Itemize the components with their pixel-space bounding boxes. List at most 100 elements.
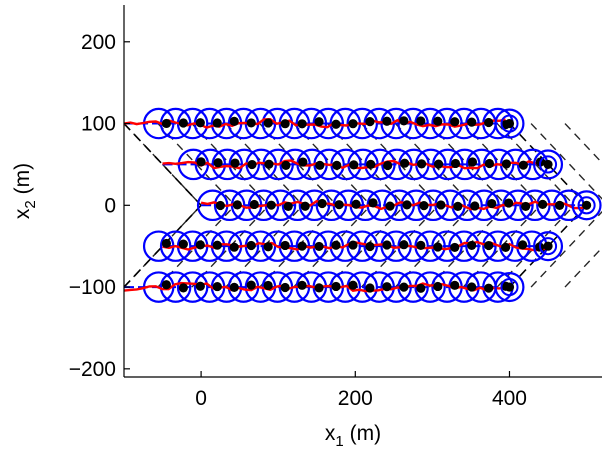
agent-dot <box>368 198 378 208</box>
agent-dot <box>349 160 359 170</box>
end-marker-outer <box>571 190 602 221</box>
agent-dot <box>297 241 307 251</box>
x-tick-label: 400 <box>492 387 527 410</box>
agent-dot <box>450 158 461 169</box>
safety-circle <box>262 148 294 181</box>
agent-dot <box>229 116 239 126</box>
formation-row <box>196 189 602 222</box>
agent-dot <box>331 119 341 129</box>
safety-circle <box>159 271 192 303</box>
agent-dot <box>317 198 327 209</box>
formation-row <box>123 107 525 140</box>
safety-circle <box>431 107 463 140</box>
agent-dot <box>382 240 392 250</box>
agent-dot <box>517 240 528 250</box>
x-axis-label-base: x <box>325 422 336 445</box>
agent-dot <box>215 200 225 211</box>
agent-dot <box>400 158 410 168</box>
agent-dot <box>195 281 205 291</box>
safety-circle <box>465 230 497 262</box>
agent-dot <box>314 241 324 252</box>
safety-circle <box>159 230 192 262</box>
agent-dot <box>467 157 478 167</box>
agent-dot <box>161 238 172 249</box>
safety-circle <box>329 230 362 262</box>
end-marker-inner <box>577 196 596 215</box>
agent-dot <box>399 240 409 250</box>
end-marker-dot <box>543 159 553 170</box>
end-marker-dot <box>504 118 515 129</box>
agent-dot <box>178 118 188 128</box>
agent-dot <box>212 281 222 292</box>
agent-dot <box>232 200 242 210</box>
agent-dot <box>348 240 358 250</box>
agent-dot <box>212 240 222 250</box>
y-tick-label: 200 <box>81 31 116 54</box>
agent-dot <box>229 282 239 292</box>
agent-dot <box>433 242 443 252</box>
safety-circle <box>397 107 429 140</box>
safety-circle <box>227 230 260 262</box>
agent-dot <box>538 199 548 209</box>
agent-dot <box>315 160 325 170</box>
agent-dot <box>402 200 412 210</box>
agent-dot <box>501 242 511 252</box>
agent-dot <box>161 118 172 129</box>
agent-dot <box>467 240 477 251</box>
agent-dot <box>280 240 290 251</box>
agent-dot <box>383 160 393 171</box>
agent-dot <box>280 119 290 129</box>
agent-dot <box>399 282 409 292</box>
agent-dot <box>484 240 494 251</box>
safety-circle <box>228 148 261 181</box>
agent-dot <box>246 118 256 128</box>
agent-dot <box>246 240 256 251</box>
y-tick-label: −200 <box>69 358 116 381</box>
agent-dot <box>297 119 307 129</box>
safety-circle <box>295 107 328 140</box>
y-tick-label: 100 <box>81 113 116 136</box>
agent-dot <box>280 282 290 293</box>
agent-dot <box>399 116 409 126</box>
agent-dot <box>518 160 528 170</box>
agent-dot <box>419 201 429 211</box>
agent-dot <box>416 283 426 293</box>
end-marker-outer <box>494 108 525 139</box>
agent-dot <box>213 158 223 168</box>
agent-dot <box>348 119 358 129</box>
safety-circle <box>431 230 463 262</box>
safety-circle <box>213 189 246 222</box>
agent-dot <box>195 240 205 250</box>
agent-dot <box>416 116 426 126</box>
end-marker-inner <box>538 237 558 256</box>
agent-dot <box>229 242 239 252</box>
agent-dot <box>196 157 206 167</box>
safety-circle <box>193 230 226 262</box>
agent-dot <box>297 280 307 290</box>
safety-circle <box>346 107 378 140</box>
axis-ticks: 0 200 400 −200 −100 0 100 200 <box>69 31 527 410</box>
formation-rows <box>123 107 602 303</box>
agent-dot <box>331 281 341 292</box>
agent-dot <box>263 280 273 291</box>
agent-dot <box>365 241 375 252</box>
x-tick-label: 0 <box>195 387 207 410</box>
agent-dot <box>298 157 308 167</box>
agent-dot <box>436 200 446 210</box>
end-marker-dot <box>543 241 553 251</box>
agent-dot <box>433 116 443 126</box>
safety-circle <box>449 148 481 181</box>
agent-dot <box>266 200 276 210</box>
end-marker-inner <box>500 278 519 297</box>
agent-dot <box>314 117 324 127</box>
safety-circle <box>432 148 464 181</box>
agent-dot <box>283 201 293 212</box>
y-axis-label-base: x <box>11 208 34 219</box>
y-tick-label: −100 <box>69 276 116 299</box>
agent-dot <box>161 280 172 290</box>
agent-dot <box>450 280 460 290</box>
agent-dot <box>453 201 463 212</box>
agent-dot <box>332 160 342 170</box>
agent-dot <box>263 242 273 252</box>
